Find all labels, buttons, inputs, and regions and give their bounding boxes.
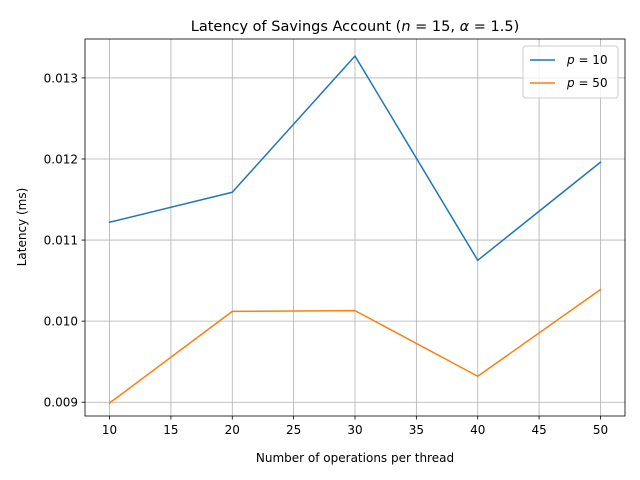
legend: p = 10 p = 50 <box>522 45 619 99</box>
x-tick-label: 25 <box>286 423 301 437</box>
y-axis: 0.009 0.010 0.011 0.012 0.013 <box>44 71 85 410</box>
y-tick-label: 0.011 <box>44 234 78 248</box>
x-tick-label: 35 <box>409 423 424 437</box>
y-tick-label: 0.012 <box>44 152 78 166</box>
x-axis: 10 15 20 25 30 35 40 45 50 <box>102 416 608 437</box>
x-tick-label: 45 <box>531 423 546 437</box>
legend-label-p50: p = 50 <box>566 76 608 90</box>
series-line-p50 <box>108 288 602 405</box>
y-axis-label: Latency (ms) <box>15 188 29 267</box>
x-tick-label: 50 <box>593 423 608 437</box>
x-tick-label: 30 <box>347 423 362 437</box>
legend-label-p10: p = 10 <box>566 53 608 67</box>
y-tick-label: 0.013 <box>44 71 78 85</box>
y-tick-label: 0.010 <box>44 315 78 329</box>
y-tick-label: 0.009 <box>44 396 78 410</box>
x-tick-label: 40 <box>470 423 485 437</box>
legend-box <box>522 45 619 99</box>
x-tick-label: 15 <box>163 423 178 437</box>
series-line-p10 <box>108 55 602 262</box>
x-axis-label: Number of operations per thread <box>256 451 454 465</box>
series-lines <box>108 55 602 405</box>
chart-title: Latency of Savings Account (n = 15, α = … <box>191 19 519 35</box>
x-tick-label: 20 <box>225 423 240 437</box>
x-tick-label: 10 <box>102 423 117 437</box>
